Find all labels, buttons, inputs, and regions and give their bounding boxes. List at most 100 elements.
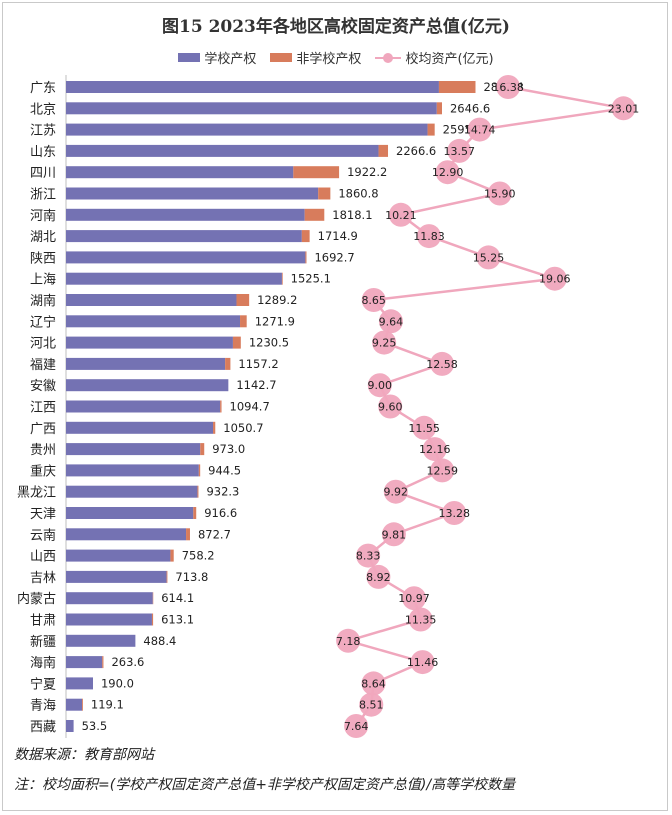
bar-nonschool xyxy=(438,81,476,93)
category-label: 河南 xyxy=(30,208,56,224)
avg-value-label: 8.33 xyxy=(356,550,381,563)
bar-nonschool xyxy=(436,102,442,115)
total-value-label: 1230.5 xyxy=(249,336,289,350)
bar-nonschool xyxy=(197,485,199,498)
bar-school xyxy=(66,187,319,200)
bar-school xyxy=(66,123,428,136)
bar-school xyxy=(66,357,226,370)
category-label: 广东 xyxy=(30,81,56,96)
bar-school xyxy=(66,336,233,349)
category-label: 湖北 xyxy=(30,230,56,245)
avg-value-label: 8.65 xyxy=(361,294,386,307)
avg-value-label: 11.35 xyxy=(405,614,437,627)
bar-school xyxy=(66,400,221,413)
avg-point xyxy=(476,245,501,270)
bar-school xyxy=(66,507,194,519)
source-note: 数据来源：教育部网站 xyxy=(14,747,154,763)
bar-school xyxy=(66,720,74,732)
bar-nonschool xyxy=(82,698,83,711)
total-value-label: 932.3 xyxy=(206,485,239,499)
bar-nonschool xyxy=(240,315,247,328)
avg-point xyxy=(388,202,413,227)
avg-value-label: 11.46 xyxy=(407,656,439,669)
bar-nonschool xyxy=(170,549,174,562)
avg-value-label: 14.74 xyxy=(464,124,496,137)
category-label: 天津 xyxy=(30,507,56,522)
avg-value-label: 15.90 xyxy=(484,188,516,201)
bar-nonschool xyxy=(304,208,325,221)
category-label: 广西 xyxy=(30,422,56,437)
avg-point xyxy=(410,650,435,675)
avg-point xyxy=(417,224,442,249)
category-label: 吉林 xyxy=(30,571,56,586)
legend-label-nonschool: 非学校产权 xyxy=(296,52,362,67)
avg-point xyxy=(361,671,386,696)
bar-nonschool xyxy=(305,251,307,264)
bar-school xyxy=(66,464,199,477)
category-label: 湖南 xyxy=(30,293,56,309)
legend-item-nonschool: 非学校产权 xyxy=(270,48,361,67)
avg-point xyxy=(542,266,567,291)
legend-swatch-school xyxy=(178,53,201,62)
avg-value-label: 8.64 xyxy=(361,677,386,690)
bar-school xyxy=(66,443,201,456)
bar-nonschool xyxy=(225,357,231,370)
avg-point xyxy=(344,714,369,738)
avg-value-label: 8.92 xyxy=(366,571,391,584)
avg-value-label: 11.55 xyxy=(408,422,440,435)
avg-value-label: 9.00 xyxy=(368,379,393,392)
category-label: 山东 xyxy=(30,145,56,160)
legend-swatch-nonschool xyxy=(270,53,293,62)
bar-school xyxy=(66,634,136,647)
legend-item-avg: 校均资产(亿元) xyxy=(375,48,494,67)
bar-school xyxy=(66,230,302,243)
legend-label-avg: 校均资产(亿元) xyxy=(405,52,494,67)
avg-value-label: 12.90 xyxy=(432,166,464,179)
bar-nonschool xyxy=(281,272,283,285)
bar-nonschool xyxy=(301,230,310,243)
category-label: 宁夏 xyxy=(30,676,56,692)
total-value-label: 614.1 xyxy=(161,591,194,605)
avg-point xyxy=(356,543,381,568)
avg-point xyxy=(430,351,455,376)
avg-value-label: 11.83 xyxy=(413,230,445,243)
total-value-label: 1818.1 xyxy=(332,208,372,222)
bar-nonschool xyxy=(102,656,104,669)
bar-nonschool xyxy=(151,613,154,626)
avg-value-label: 9.64 xyxy=(379,315,404,328)
category-label: 青海 xyxy=(30,699,56,714)
total-value-label: 1289.2 xyxy=(257,293,297,307)
category-label: 云南 xyxy=(30,527,56,543)
formula-note: 注：校均面积=(学校产权固定资产总值+非学校产权固定资产总值)/高等学校数量 xyxy=(14,777,516,793)
total-value-label: 1271.9 xyxy=(255,314,295,328)
bar-school xyxy=(66,144,379,157)
total-value-label: 1094.7 xyxy=(230,400,270,414)
total-value-label: 1050.7 xyxy=(223,421,263,435)
total-value-label: 190.0 xyxy=(101,676,134,690)
avg-value-label: 12.59 xyxy=(426,464,458,477)
avg-point xyxy=(336,628,361,653)
avg-point xyxy=(430,458,455,483)
avg-value-label: 9.81 xyxy=(382,528,407,541)
avg-point xyxy=(442,501,467,525)
bar-school xyxy=(66,102,437,115)
total-value-label: 263.6 xyxy=(111,655,144,669)
avg-point xyxy=(378,309,403,334)
total-value-label: 872.7 xyxy=(198,527,231,541)
avg-point xyxy=(383,479,408,504)
category-label: 四川 xyxy=(30,166,56,181)
avg-value-label: 12.16 xyxy=(419,443,451,456)
avg-point xyxy=(422,437,447,462)
avg-value-label: 10.97 xyxy=(398,592,430,605)
bar-school xyxy=(66,592,153,605)
bar-nonschool xyxy=(427,123,435,136)
avg-value-label: 13.28 xyxy=(438,507,470,520)
category-label: 安徽 xyxy=(30,379,56,394)
avg-point xyxy=(359,692,384,717)
avg-value-label: 7.18 xyxy=(336,635,361,648)
bar-school xyxy=(66,272,282,285)
total-value-label: 2266.6 xyxy=(396,144,436,158)
category-label: 陕西 xyxy=(30,251,56,266)
